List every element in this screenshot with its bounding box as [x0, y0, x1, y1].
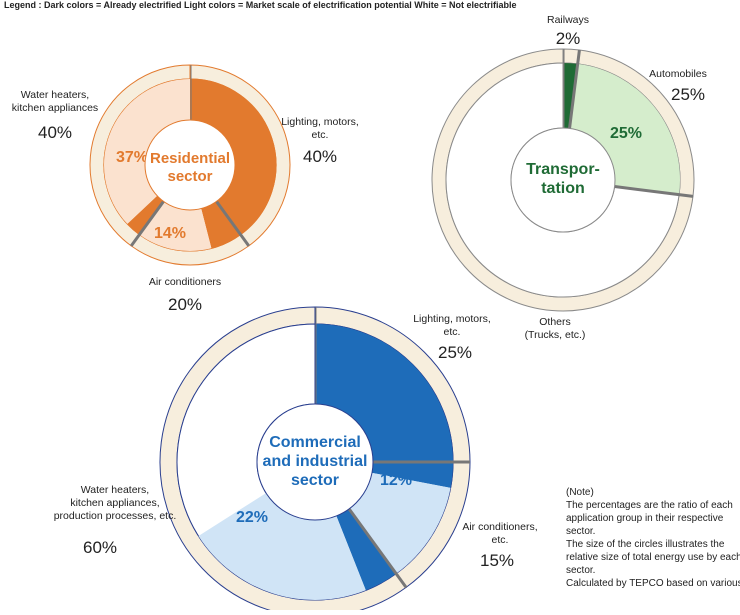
value-label: 40%: [303, 147, 337, 166]
potential-segment: [139, 201, 212, 251]
divider: [130, 200, 165, 247]
value-label: 20%: [168, 295, 202, 314]
value-label: 2%: [556, 29, 581, 48]
potential-label: 22%: [236, 509, 268, 526]
category-label: Air conditioners: [149, 276, 221, 288]
electrified-segment: [336, 508, 397, 591]
divider: [347, 508, 408, 589]
center-title: Transpor-tation: [526, 161, 600, 197]
category-label: Others (Trucks, etc.): [525, 316, 586, 341]
divider: [614, 185, 694, 198]
electrified-segment: [371, 462, 453, 488]
note: (Note) The percentages are the ratio of e…: [566, 487, 740, 589]
center-circle: [144, 119, 236, 211]
potential-label: 37%: [116, 149, 148, 166]
category-label: Automobiles: [649, 68, 707, 80]
value-label: 25%: [671, 85, 705, 104]
electrified-segment: [315, 324, 453, 462]
divider: [215, 200, 250, 247]
potential-segment: [198, 493, 366, 600]
potential-label: 14%: [154, 225, 186, 242]
value-label: 15%: [480, 551, 514, 570]
value-label: 25%: [438, 343, 472, 362]
category-label: Railways: [547, 14, 589, 26]
potential-label: 12%: [380, 472, 412, 489]
potential-label: 25%: [610, 125, 642, 142]
category-label: Lighting, motors, etc.: [413, 313, 491, 338]
potential-segment: [349, 472, 451, 574]
divider: [568, 49, 581, 129]
electrified-segment: [127, 195, 164, 235]
category-label: Water heaters, kitchen appliances, product…: [54, 484, 177, 522]
legend: Legend : Dark colors = Already electrifi…: [4, 0, 517, 10]
category-label: Air conditioners, etc.: [462, 521, 537, 546]
value-label: 60%: [83, 538, 117, 557]
electrified-segment: [563, 63, 578, 129]
center-title: Commercial and industrial sector: [263, 434, 368, 489]
center-title: Residential sector: [150, 150, 230, 185]
center-circle: [510, 127, 616, 233]
value-label: 40%: [38, 123, 72, 142]
category-label: Lighting, motors, etc.: [281, 116, 359, 141]
electrified-segment: [201, 201, 241, 249]
potential-segment: [569, 63, 680, 195]
electrified-segment: [190, 79, 276, 235]
center-circle: [256, 403, 374, 521]
category-label: Water heaters, kitchen appliances: [12, 89, 98, 114]
